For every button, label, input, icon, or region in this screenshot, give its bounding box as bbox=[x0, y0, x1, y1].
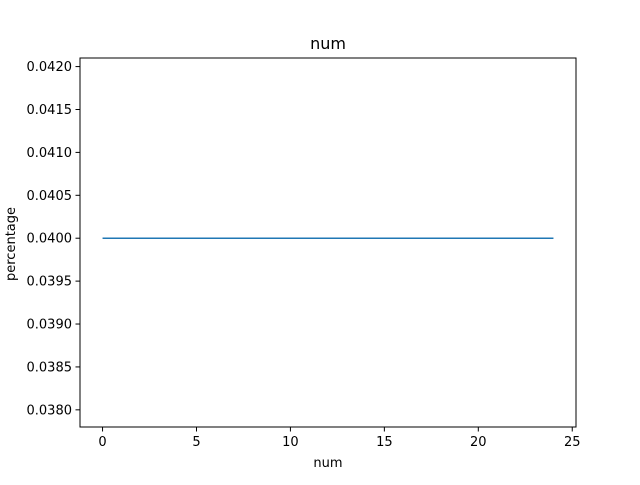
plot-area: 0 5 10 15 20 25 0.0380 0.0385 0.0390 0.0395 0.0400… bbox=[27, 57, 581, 450]
y-tick-label: 0.0385 bbox=[27, 360, 73, 375]
y-tick-label: 0.0380 bbox=[27, 403, 73, 418]
x-tick-label: 10 bbox=[282, 435, 299, 450]
x-tick-label: 15 bbox=[376, 435, 393, 450]
y-tick-label: 0.0390 bbox=[27, 318, 73, 333]
y-tick-label: 0.0405 bbox=[27, 189, 73, 204]
x-tick-label: 0 bbox=[98, 435, 106, 450]
y-tick-label: 0.0415 bbox=[27, 103, 73, 118]
y-tick-label: 0.0395 bbox=[27, 275, 73, 290]
y-tick-label: 0.0420 bbox=[27, 60, 73, 75]
x-tick-label: 5 bbox=[192, 435, 200, 450]
y-axis-label: percentage bbox=[4, 207, 19, 281]
y-tick-label: 0.0410 bbox=[27, 146, 73, 161]
x-tick-label: 25 bbox=[564, 435, 581, 450]
plot-frame bbox=[79, 57, 577, 428]
x-axis-label: num bbox=[313, 456, 342, 471]
chart-title: num bbox=[310, 34, 346, 53]
y-tick-label: 0.0400 bbox=[27, 232, 73, 247]
x-tick-label: 20 bbox=[470, 435, 487, 450]
